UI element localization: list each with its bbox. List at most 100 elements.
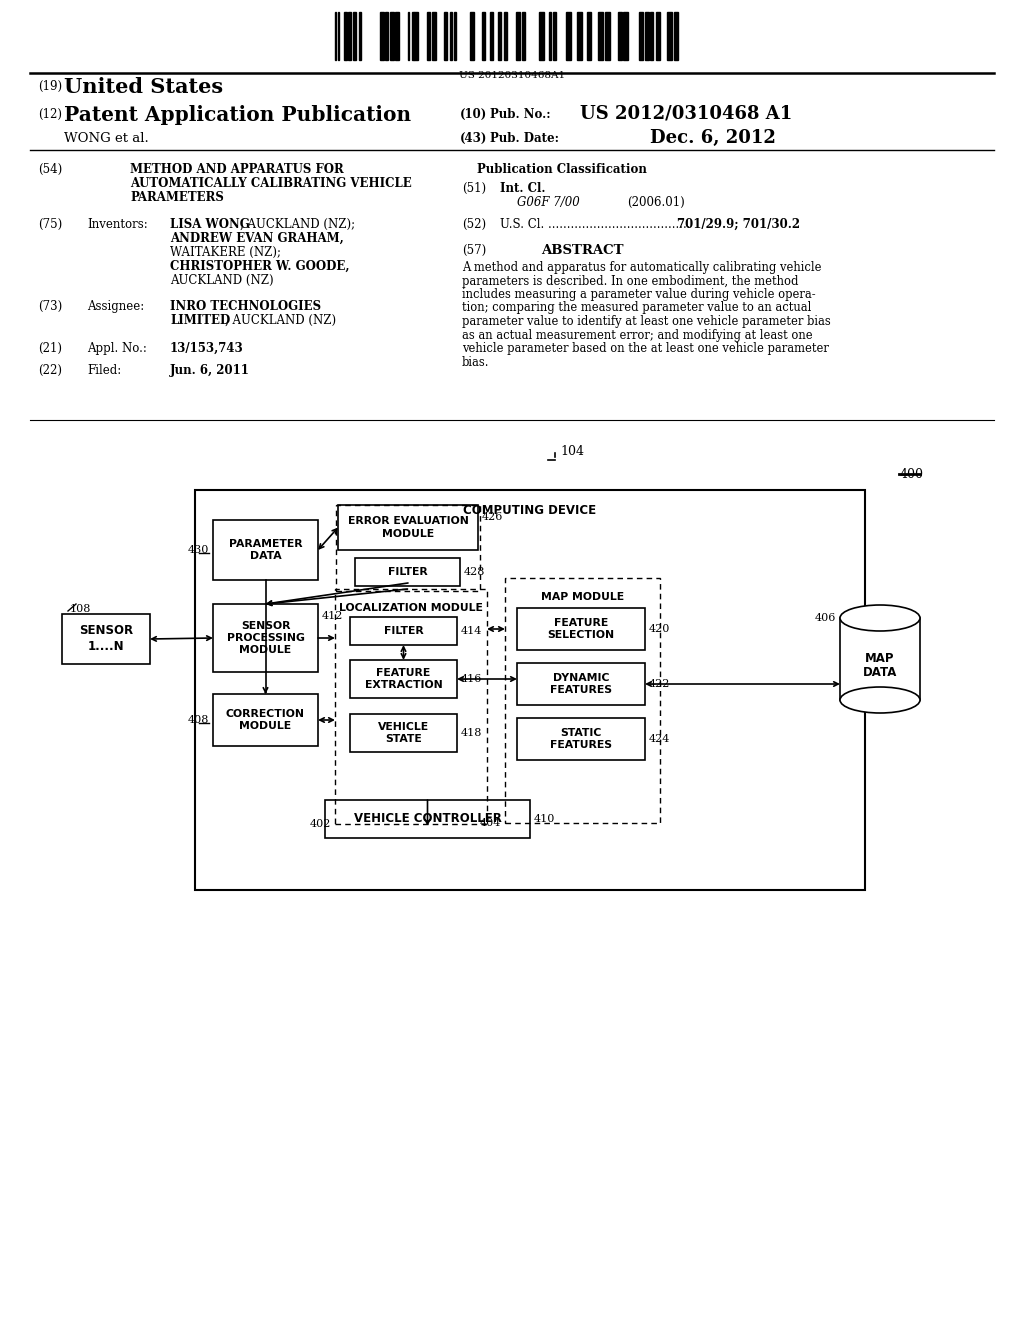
Text: US 20120310468A1: US 20120310468A1 xyxy=(459,71,565,81)
Text: LIMITED: LIMITED xyxy=(170,314,230,327)
Text: ANDREW EVAN GRAHAM,: ANDREW EVAN GRAHAM, xyxy=(170,232,344,246)
Text: 414: 414 xyxy=(461,626,482,636)
Text: (54): (54) xyxy=(38,162,62,176)
Text: 104: 104 xyxy=(560,445,584,458)
Text: Pub. No.:: Pub. No.: xyxy=(490,108,551,121)
Text: VEHICLE CONTROLLER: VEHICLE CONTROLLER xyxy=(353,813,502,825)
Text: 410: 410 xyxy=(534,814,555,824)
Text: 701/29.9; 701/30.2: 701/29.9; 701/30.2 xyxy=(677,218,800,231)
Bar xyxy=(385,12,388,59)
Text: tion; comparing the measured parameter value to an actual: tion; comparing the measured parameter v… xyxy=(462,301,811,314)
Bar xyxy=(517,609,645,649)
Bar xyxy=(617,12,622,59)
Bar xyxy=(504,12,508,59)
Bar xyxy=(649,12,653,59)
Text: (2006.01): (2006.01) xyxy=(627,195,685,209)
Bar xyxy=(505,578,660,822)
Bar xyxy=(415,12,419,59)
Text: (57): (57) xyxy=(462,244,486,257)
Bar xyxy=(427,12,430,59)
Text: CORRECTION
MODULE: CORRECTION MODULE xyxy=(226,709,305,731)
Text: Appl. No.:: Appl. No.: xyxy=(87,342,146,355)
Text: bias.: bias. xyxy=(462,355,489,368)
Text: (52): (52) xyxy=(462,218,486,231)
Bar xyxy=(336,506,480,591)
Text: Jun. 6, 2011: Jun. 6, 2011 xyxy=(170,364,250,378)
Text: 406: 406 xyxy=(815,612,836,623)
Text: 404: 404 xyxy=(479,818,501,828)
Bar xyxy=(395,12,398,59)
Text: MAP MODULE: MAP MODULE xyxy=(541,591,624,602)
Text: includes measuring a parameter value during vehicle opera-: includes measuring a parameter value dur… xyxy=(462,288,816,301)
Bar xyxy=(668,12,672,59)
Text: U.S. Cl. ......................................: U.S. Cl. ...............................… xyxy=(500,218,690,231)
Text: 428: 428 xyxy=(464,568,485,577)
Text: SENSOR
PROCESSING
MODULE: SENSOR PROCESSING MODULE xyxy=(226,620,304,656)
Text: SENSOR
1....N: SENSOR 1....N xyxy=(79,624,133,653)
Text: COMPUTING DEVICE: COMPUTING DEVICE xyxy=(464,504,597,517)
Bar xyxy=(645,12,648,59)
Bar xyxy=(390,12,394,59)
Bar xyxy=(353,12,356,59)
Text: WAITAKERE (NZ);: WAITAKERE (NZ); xyxy=(170,246,281,259)
Text: (22): (22) xyxy=(38,364,62,378)
Text: CHRISTOPHER W. GOODE,: CHRISTOPHER W. GOODE, xyxy=(170,260,349,273)
Text: Patent Application Publication: Patent Application Publication xyxy=(63,106,411,125)
Text: Inventors:: Inventors: xyxy=(87,218,147,231)
Text: FILTER: FILTER xyxy=(388,568,427,577)
Bar xyxy=(517,663,645,705)
Text: Assignee:: Assignee: xyxy=(87,300,144,313)
Bar xyxy=(840,618,920,700)
Bar xyxy=(325,800,530,838)
Text: G06F 7/00: G06F 7/00 xyxy=(517,195,580,209)
Bar xyxy=(639,12,643,59)
Bar xyxy=(62,614,150,664)
Text: 420: 420 xyxy=(649,624,671,634)
Text: PARAMETERS: PARAMETERS xyxy=(130,191,224,205)
Text: MAP
DATA: MAP DATA xyxy=(863,652,897,680)
Text: FILTER: FILTER xyxy=(384,626,423,636)
Text: as an actual measurement error; and modifying at least one: as an actual measurement error; and modi… xyxy=(462,329,813,342)
Bar xyxy=(408,12,410,59)
Text: , AUCKLAND (NZ): , AUCKLAND (NZ) xyxy=(225,314,336,327)
Text: VEHICLE
STATE: VEHICLE STATE xyxy=(378,722,429,744)
Text: 402: 402 xyxy=(309,818,331,829)
Text: (19): (19) xyxy=(38,81,62,92)
Bar xyxy=(605,12,609,59)
Text: 430: 430 xyxy=(187,545,209,554)
Bar xyxy=(655,12,659,59)
Ellipse shape xyxy=(840,686,920,713)
Bar xyxy=(553,12,556,59)
Bar xyxy=(577,12,582,59)
Text: parameters is described. In one embodiment, the method: parameters is described. In one embodime… xyxy=(462,275,799,288)
Bar xyxy=(213,694,318,746)
Bar xyxy=(674,12,679,59)
Bar xyxy=(482,12,484,59)
Bar xyxy=(348,12,350,59)
Text: Dec. 6, 2012: Dec. 6, 2012 xyxy=(650,129,776,147)
Bar xyxy=(380,12,384,59)
Bar xyxy=(450,12,453,59)
Bar xyxy=(624,12,628,59)
Text: AUCKLAND (NZ): AUCKLAND (NZ) xyxy=(170,275,273,286)
Bar xyxy=(517,718,645,760)
Text: United States: United States xyxy=(63,77,223,96)
Bar xyxy=(540,12,544,59)
Bar xyxy=(338,506,478,550)
Text: parameter value to identify at least one vehicle parameter bias: parameter value to identify at least one… xyxy=(462,315,830,327)
Ellipse shape xyxy=(840,605,920,631)
Text: STATIC
FEATURES: STATIC FEATURES xyxy=(550,727,612,750)
Text: Int. Cl.: Int. Cl. xyxy=(500,182,546,195)
Bar xyxy=(598,12,603,59)
Bar xyxy=(432,12,436,59)
Text: Pub. Date:: Pub. Date: xyxy=(490,132,559,145)
Text: LOCALIZATION MODULE: LOCALIZATION MODULE xyxy=(339,603,483,612)
Text: WONG et al.: WONG et al. xyxy=(63,132,148,145)
Text: Filed:: Filed: xyxy=(87,364,121,378)
Text: (75): (75) xyxy=(38,218,62,231)
Bar xyxy=(522,12,524,59)
Bar xyxy=(443,12,447,59)
Text: Publication Classification: Publication Classification xyxy=(477,162,647,176)
Text: ERROR EVALUATION
MODULE: ERROR EVALUATION MODULE xyxy=(347,516,468,539)
Text: (12): (12) xyxy=(38,108,62,121)
